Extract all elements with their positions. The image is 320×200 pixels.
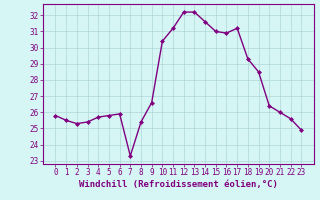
X-axis label: Windchill (Refroidissement éolien,°C): Windchill (Refroidissement éolien,°C)	[79, 180, 278, 189]
